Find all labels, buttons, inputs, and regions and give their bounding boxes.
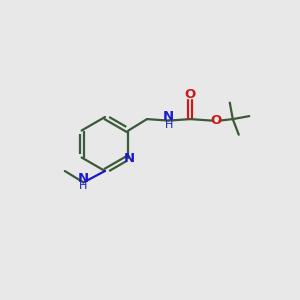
Text: O: O [210, 114, 222, 127]
Text: N: N [78, 172, 89, 185]
Text: H: H [79, 181, 88, 191]
Text: N: N [123, 152, 134, 165]
Text: H: H [164, 120, 173, 130]
Text: N: N [163, 110, 174, 123]
Text: O: O [184, 88, 196, 101]
